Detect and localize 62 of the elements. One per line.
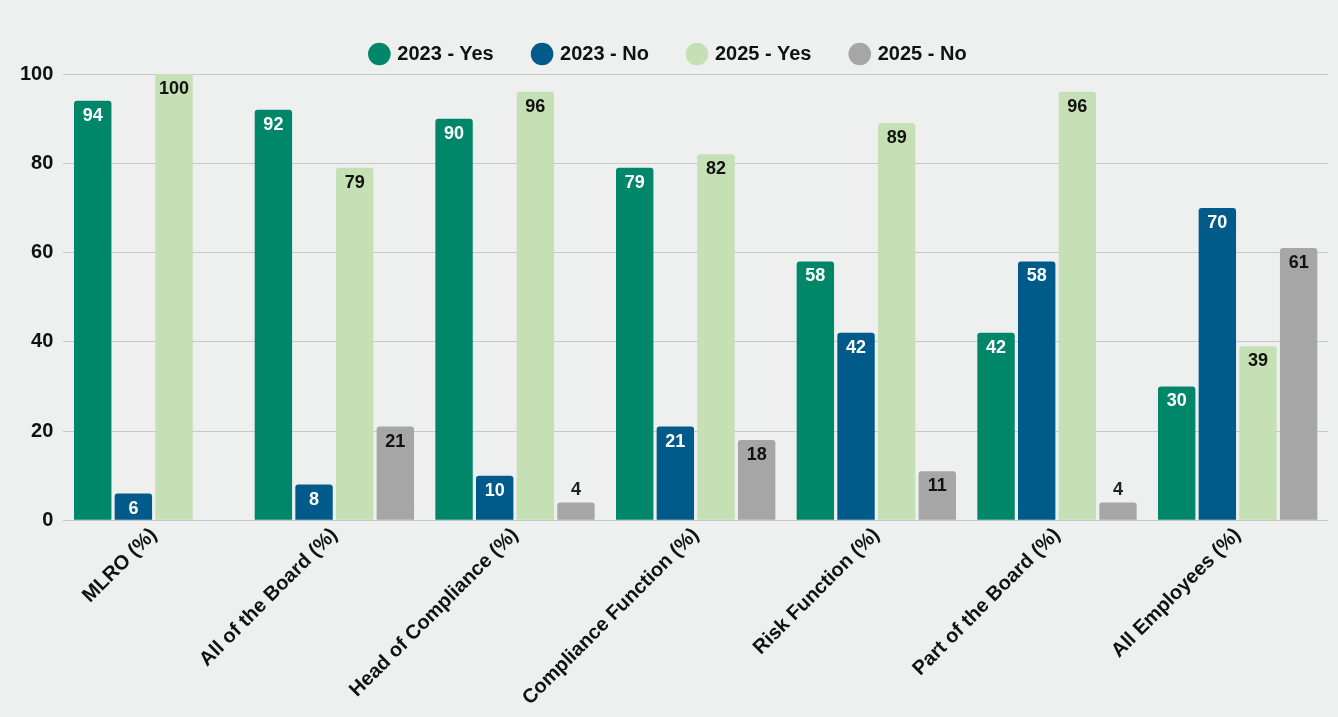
data-label: 39 (1247, 350, 1269, 371)
data-label: 92 (263, 113, 284, 134)
data-label: 58 (1026, 265, 1047, 286)
bar (435, 118, 473, 520)
bar (74, 100, 112, 520)
bar (376, 426, 415, 520)
bar (877, 123, 916, 520)
data-label: 79 (624, 171, 645, 192)
bar (837, 332, 875, 520)
bar (918, 471, 957, 520)
bar (1239, 346, 1277, 520)
bar (1198, 207, 1237, 520)
data-label: 21 (665, 430, 686, 451)
data-label: 6 (128, 497, 139, 518)
data-label: 11 (927, 475, 947, 496)
bar (616, 167, 654, 520)
data-label: 70 (1207, 211, 1228, 232)
data-label: 10 (484, 479, 505, 500)
bar (155, 74, 193, 520)
data-label: 42 (986, 336, 1007, 357)
data-label: 8 (309, 488, 320, 509)
y-tick-label: 20 (31, 418, 54, 441)
bar (295, 484, 333, 520)
legend-label: 2023 - Yes (397, 41, 494, 64)
bar (1279, 248, 1318, 520)
bar (656, 426, 695, 520)
data-label: 30 (1166, 390, 1187, 411)
y-tick-label: 0 (42, 507, 54, 530)
bar (1058, 91, 1097, 520)
bar (335, 167, 374, 520)
data-label: 79 (344, 171, 365, 192)
data-label: 96 (525, 95, 546, 116)
bar (697, 154, 735, 520)
bar (1017, 261, 1056, 520)
bar (1158, 386, 1196, 520)
bar (977, 332, 1015, 520)
data-label: 82 (705, 158, 727, 179)
data-label: 21 (385, 430, 406, 451)
data-label: 42 (846, 336, 867, 357)
bar (557, 502, 595, 520)
data-label: 4 (570, 479, 581, 500)
bar (516, 91, 555, 520)
data-label: 61 (1288, 252, 1309, 273)
y-tick-label: 100 (19, 61, 54, 84)
data-label: 90 (444, 122, 465, 143)
y-tick-label: 60 (31, 240, 54, 263)
data-label: 94 (82, 104, 103, 125)
y-tick-label: 40 (31, 329, 54, 352)
y-tick-label: 80 (31, 150, 54, 173)
bar (1099, 502, 1137, 520)
bar (737, 439, 776, 520)
data-label: 96 (1067, 95, 1088, 116)
data-label: 58 (805, 265, 826, 286)
data-label: 89 (886, 127, 907, 148)
bar (254, 109, 293, 520)
data-label: 4 (1112, 479, 1123, 500)
legend-label: 2025 - No (877, 41, 967, 64)
legend-label: 2025 - Yes (715, 41, 812, 64)
legend-label: 2023 - No (560, 41, 650, 64)
data-label: 18 (746, 443, 767, 464)
data-label: 100 (159, 77, 190, 98)
bar (796, 261, 835, 520)
